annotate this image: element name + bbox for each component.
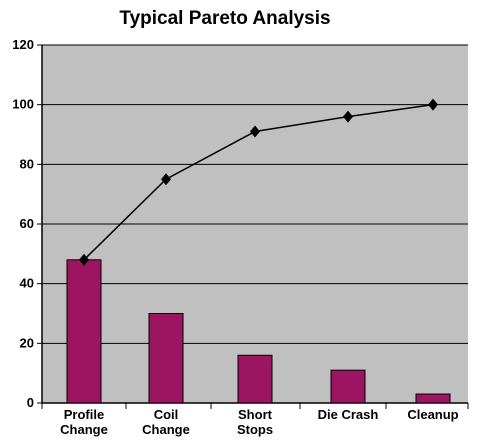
y-tick-label: 40: [20, 276, 34, 291]
x-category-label-line: Coil: [154, 407, 179, 422]
chart-title: Typical Pareto Analysis: [119, 8, 330, 29]
y-tick-label: 80: [20, 156, 34, 171]
x-category-label-line: Die Crash: [318, 407, 379, 422]
bar: [330, 369, 366, 404]
line-point: [79, 253, 89, 266]
x-category-label-line: Profile: [64, 407, 104, 422]
line-point: [250, 125, 260, 138]
line-point: [343, 110, 353, 123]
x-category-label-line: Stops: [237, 422, 273, 437]
x-category-label: Profile Change: [60, 407, 108, 437]
x-category-label-line: Change: [142, 422, 190, 437]
line-point: [428, 98, 438, 111]
x-category-label-line: Cleanup: [407, 407, 458, 422]
x-category-label: Die Crash: [318, 407, 379, 422]
line-point: [161, 173, 171, 186]
y-tick-label: 0: [27, 395, 34, 410]
y-tick-label: 60: [20, 216, 34, 231]
x-category-label: Cleanup: [407, 407, 458, 422]
x-category-label: Short Stops: [237, 407, 273, 437]
bar: [66, 259, 102, 404]
y-tick-label: 100: [12, 97, 34, 112]
y-tick-label: 120: [12, 37, 34, 52]
bar: [148, 313, 184, 404]
y-tick-label: 20: [20, 335, 34, 350]
x-category-label-line: Short: [238, 407, 273, 422]
bar: [237, 354, 273, 404]
x-category-label: Coil Change: [142, 407, 190, 437]
bar: [415, 393, 451, 404]
x-category-label-line: Change: [60, 422, 108, 437]
